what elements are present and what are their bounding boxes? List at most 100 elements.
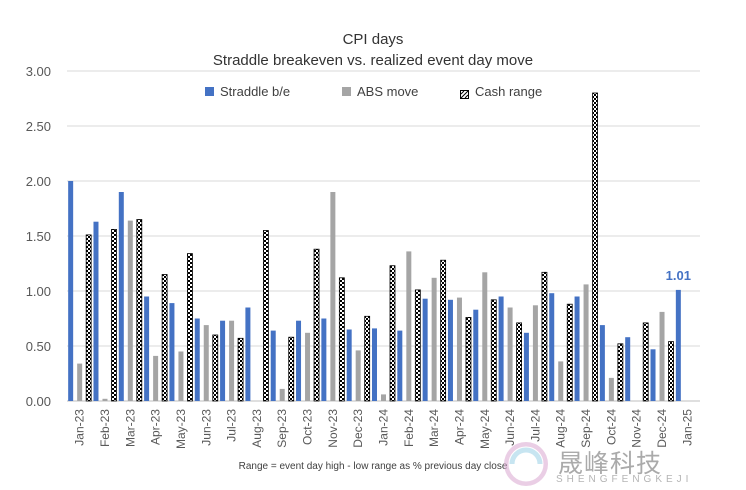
bar-straddle — [346, 329, 352, 401]
watermark-text: 晟峰科技 — [558, 450, 663, 478]
x-tick-label: May-24 — [478, 409, 492, 449]
bar-abs-move — [203, 325, 209, 401]
legend-item-cash-range: Cash range — [460, 84, 542, 99]
bar-straddle — [372, 328, 377, 401]
bar-straddle — [675, 289, 681, 401]
bar-abs-move — [77, 363, 83, 401]
legend-swatch-abs-move — [342, 87, 351, 96]
bar-straddle — [245, 307, 251, 401]
legend-label-cash-range: Cash range — [475, 84, 543, 99]
bar-cash-range — [592, 92, 598, 402]
bar-abs-move — [153, 355, 159, 401]
y-tick-label: 0.00 — [26, 394, 51, 409]
bar-straddle — [169, 303, 175, 401]
bar-abs-move — [381, 394, 386, 401]
y-tick-label: 1.50 — [26, 229, 51, 244]
bar-abs-move — [330, 192, 336, 401]
bar-cash-range — [440, 259, 447, 402]
bar-straddle — [422, 298, 428, 401]
y-tick-label: 2.50 — [26, 119, 51, 134]
bar-cash-range — [85, 234, 92, 402]
x-tick-label: Sep-23 — [275, 409, 289, 448]
y-tick-label: 1.00 — [26, 284, 51, 299]
bar-cash-range — [136, 219, 143, 402]
x-tick-label: Jul-24 — [528, 409, 542, 442]
bar-abs-move — [456, 297, 462, 401]
legend-label-abs-move: ABS move — [357, 84, 419, 99]
bar-straddle — [270, 330, 276, 401]
bar-abs-move — [532, 305, 538, 401]
bar-straddle — [118, 192, 124, 401]
bar-straddle — [296, 320, 302, 401]
bar-abs-move — [355, 350, 361, 401]
bar-straddle — [194, 318, 200, 401]
x-tick-label: Mar-24 — [427, 409, 441, 447]
bar-abs-move — [406, 251, 412, 401]
bar-straddle — [574, 296, 580, 401]
y-tick-label: 2.00 — [26, 174, 51, 189]
x-tick-label: Aug-23 — [250, 409, 264, 448]
x-tick-label: Dec-23 — [351, 409, 365, 448]
bar-abs-move — [583, 284, 589, 401]
bar-cash-range — [111, 228, 117, 402]
bar-straddle — [473, 309, 479, 401]
watermark: 晟峰科技 SHENGFENGKEJI — [498, 440, 743, 488]
chart-footnote: Range = event day high - low range as % … — [238, 461, 508, 472]
bar-straddle — [625, 337, 631, 401]
x-tick-label: Dec-24 — [655, 409, 669, 448]
bar-straddle — [447, 299, 453, 401]
bar-cash-range — [212, 334, 219, 402]
bar-cash-range — [338, 277, 345, 402]
bar-cash-range — [161, 274, 168, 402]
bar-cash-range — [617, 343, 624, 402]
bar-abs-move — [431, 277, 437, 401]
x-tick-label: Jan-24 — [377, 409, 391, 446]
bar-cash-range — [389, 265, 396, 402]
x-tick-label: Jul-23 — [225, 409, 239, 442]
x-tick-label: Mar-23 — [123, 409, 137, 447]
bar-cash-range — [237, 337, 244, 402]
bar-straddle — [144, 296, 150, 401]
bar-cash-range — [414, 289, 421, 402]
y-tick-label: 3.00 — [26, 64, 51, 79]
bar-straddle — [599, 325, 605, 401]
bar-cash-range — [187, 253, 193, 402]
x-tick-label: Apr-24 — [452, 409, 466, 445]
bar-abs-move — [507, 307, 513, 401]
bar-cash-range — [541, 271, 548, 402]
bar-cash-range — [364, 315, 371, 402]
y-tick-label: 0.50 — [26, 339, 51, 354]
legend-swatch-cash-range — [460, 87, 469, 99]
bar-abs-move — [659, 311, 665, 401]
bar-abs-move — [482, 272, 488, 401]
bar-abs-move — [608, 377, 614, 401]
x-tick-label: Jun-24 — [503, 409, 517, 446]
bar-straddle — [68, 181, 74, 401]
bar-straddle — [498, 296, 504, 401]
bar-abs-move — [279, 388, 285, 401]
watermark-logo-icon — [504, 442, 548, 486]
bar-cash-range — [516, 322, 522, 402]
bar-straddle — [321, 318, 327, 401]
chart-subtitle: Straddle breakeven vs. realized event da… — [212, 52, 534, 69]
bar-cash-range — [566, 303, 573, 402]
bar-cash-range — [465, 316, 472, 402]
x-tick-label: Feb-24 — [402, 409, 416, 447]
x-tick-label: Nov-24 — [630, 409, 644, 448]
bar-straddle — [523, 332, 529, 401]
bar-straddle — [93, 221, 99, 401]
chart-title: CPI days — [342, 31, 404, 48]
bar-straddle — [549, 293, 555, 401]
legend-item-abs-move: ABS move — [342, 84, 418, 99]
bar-cash-range — [490, 299, 497, 402]
x-tick-label: Apr-23 — [149, 409, 163, 445]
legend-item-straddle: Straddle b/e — [205, 84, 290, 99]
bar-straddle — [220, 320, 226, 401]
bar-straddle — [650, 349, 656, 401]
bar-cash-range — [288, 336, 295, 402]
legend-label-straddle: Straddle b/e — [220, 84, 291, 99]
bar-cash-range — [668, 341, 674, 402]
data-label: 1.01 — [666, 268, 691, 283]
bar-cash-range — [642, 322, 649, 402]
